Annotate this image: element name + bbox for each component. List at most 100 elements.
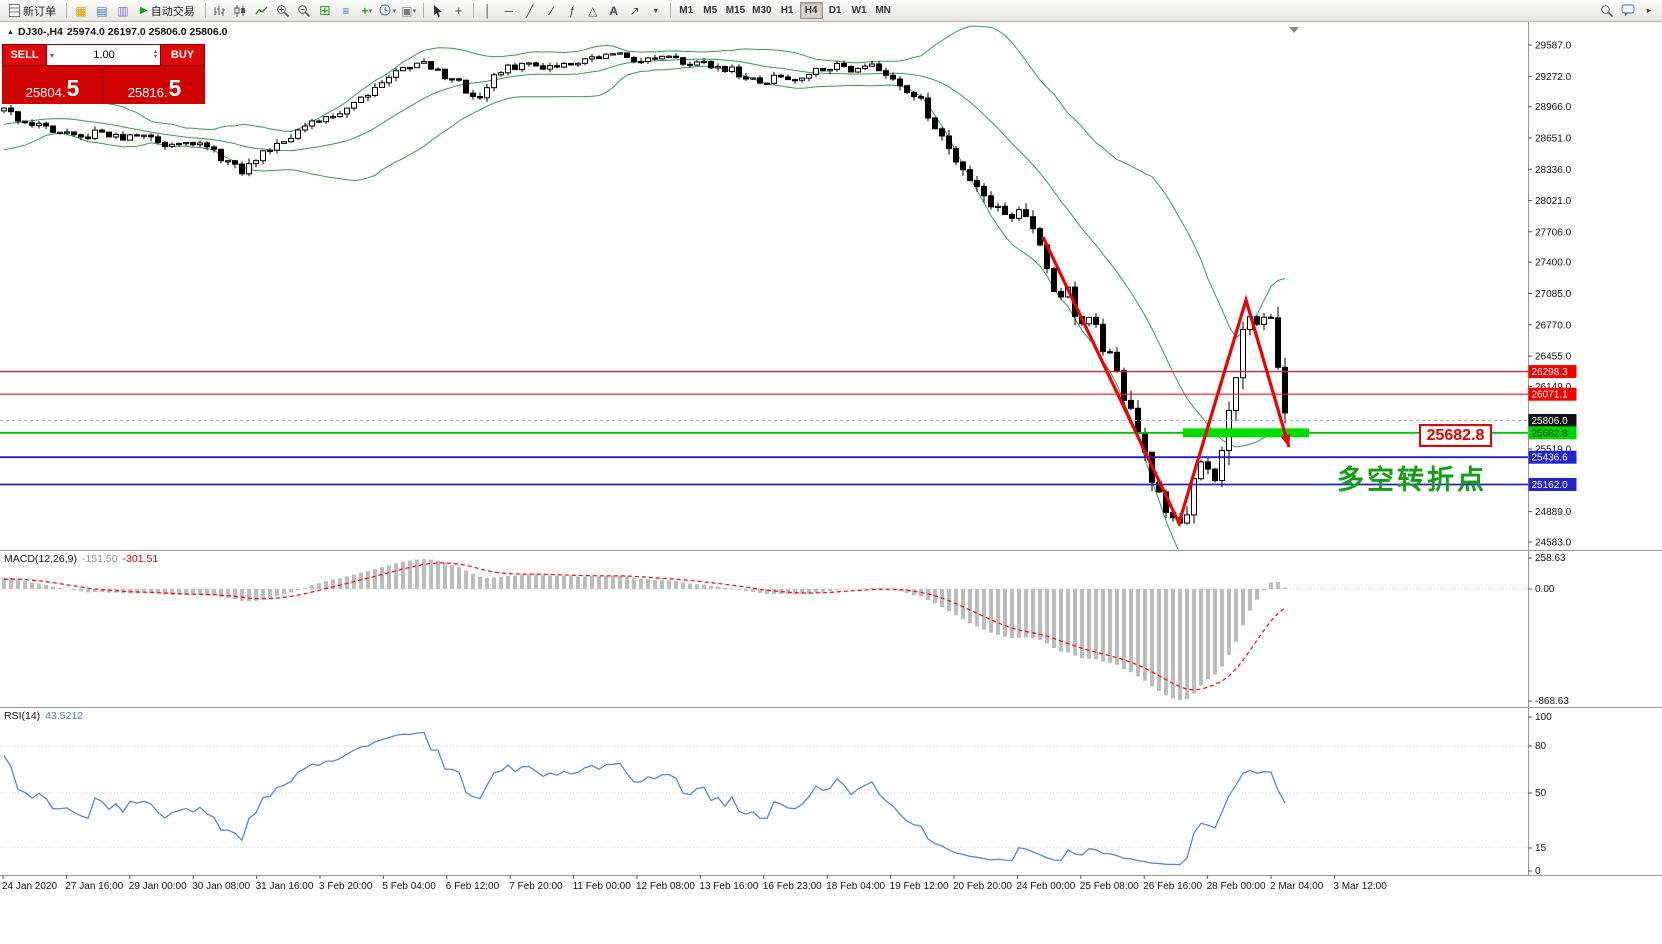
trend-arrowhead: [1280, 434, 1291, 447]
timeframe-h1[interactable]: H1: [780, 5, 794, 16]
price-tick: 29272.0: [1535, 72, 1572, 83]
auto-trading-icon: ▶: [140, 5, 148, 16]
buy-button[interactable]: BUY: [160, 44, 205, 66]
channel-icon[interactable]: ∕∕: [550, 3, 553, 18]
trendline-icon[interactable]: ╱: [526, 3, 534, 18]
auto-trading-label: 自动交易: [150, 5, 195, 18]
volume-spinner[interactable]: ▴ ▾: [153, 49, 157, 60]
chart-line-icon[interactable]: [252, 1, 272, 21]
time-label: 24 Feb 00:00: [1016, 881, 1075, 892]
sell-button[interactable]: SELL: [2, 44, 47, 66]
price-badge: 25682.8: [1532, 428, 1569, 439]
market-watch-icon[interactable]: ▦: [75, 3, 87, 18]
volume-value[interactable]: 1.00: [93, 49, 115, 61]
crosshair-icon[interactable]: +: [454, 3, 463, 18]
price-tick: 26770.0: [1535, 320, 1572, 331]
data-window-icon[interactable]: ▤: [96, 3, 108, 18]
chart-bars-icon[interactable]: [210, 1, 230, 21]
cursor-icon[interactable]: [428, 1, 448, 21]
time-label: 3 Mar 12:00: [1333, 881, 1387, 892]
time-label: 7 Feb 20:00: [509, 881, 563, 892]
symbol-period: DJ30-,H4: [17, 26, 63, 38]
price-badge: 26298.3: [1532, 367, 1569, 378]
horizontal-line-icon[interactable]: ─: [504, 3, 513, 18]
search-icon[interactable]: [1597, 1, 1617, 21]
time-label: 26 Feb 16:00: [1143, 881, 1202, 892]
rsi-title: RSI(14): [4, 710, 41, 722]
volume-control[interactable]: ▾ 1.00 ▴ ▾: [47, 44, 160, 66]
sell-price-pip: 5: [66, 75, 80, 101]
price-tick: 28651.0: [1535, 134, 1572, 145]
tools-dropdown-icon[interactable]: ▾: [653, 6, 658, 15]
price-tick: 29587.0: [1535, 41, 1572, 52]
volume-dropdown-icon[interactable]: ▾: [50, 50, 55, 60]
buy-price[interactable]: 25816. 5: [103, 66, 205, 104]
time-label: 2 Mar 04:00: [1270, 881, 1324, 892]
macd-scale-label: 0.00: [1535, 584, 1555, 595]
text-tool-icon[interactable]: A: [609, 3, 619, 18]
shapes-icon[interactable]: △: [588, 3, 598, 18]
time-label: 28 Feb 00:00: [1207, 881, 1266, 892]
macd-signal-line: [3, 562, 1286, 691]
chart-corner-arrow: [1289, 27, 1299, 33]
timeframe-m15[interactable]: M15: [725, 5, 746, 16]
macd-signal-value: -301.51: [122, 553, 159, 565]
price-badge-bg: [1528, 450, 1577, 464]
turning-point-annotation[interactable]: 多空转折点: [1337, 465, 1487, 495]
chat-icon[interactable]: [1618, 1, 1638, 21]
time-label: 24 Jan 2020: [2, 881, 57, 892]
bollinger-middle: [3, 58, 1286, 448]
timeframe-m1[interactable]: M1: [679, 5, 694, 16]
zoom-in-icon[interactable]: [273, 1, 293, 21]
time-label: 25 Feb 08:00: [1080, 881, 1139, 892]
timeframe-w1[interactable]: W1: [851, 5, 867, 16]
time-label: 20 Feb 20:00: [953, 881, 1012, 892]
fibonacci-icon[interactable]: ƒ: [568, 3, 576, 18]
main-price-panel: [0, 25, 1528, 550]
panel-toggle-icon[interactable]: ▸: [1646, 5, 1652, 15]
price-badge-bg: [1528, 426, 1577, 440]
arrow-tool-icon[interactable]: ↗: [629, 3, 640, 18]
time-label: 30 Jan 08:00: [192, 881, 250, 892]
buy-price-pip: 5: [168, 75, 182, 101]
sell-price[interactable]: 25804. 5: [2, 66, 103, 104]
price-badge-bg: [1528, 478, 1577, 491]
toolbar-separator: [472, 3, 474, 18]
auto-trading-button[interactable]: ▶ 自动交易: [134, 1, 201, 21]
new-order-button[interactable]: 新订单: [3, 1, 62, 21]
chart-candlesticks-icon[interactable]: [231, 1, 251, 21]
navigator-icon[interactable]: ▥: [117, 3, 129, 18]
vertical-line-icon[interactable]: │: [483, 3, 492, 18]
price-badge: 25162.0: [1532, 480, 1569, 491]
price-tick: 25519.0: [1535, 445, 1572, 456]
rsi-line: [3, 731, 1286, 866]
ohlc-values: 25974.0 26197.0 25806.0 25806.0: [66, 26, 228, 38]
one-click-trading-panel: SELL ▾ 1.00 ▴ ▾ BUY 25804. 5 25816. 5: [2, 44, 205, 104]
timeframe-d1[interactable]: D1: [828, 5, 842, 16]
time-label: 5 Feb 04:00: [382, 881, 436, 892]
price-tick: 27400.0: [1535, 258, 1572, 269]
timeframe-mn[interactable]: MN: [875, 5, 891, 16]
buy-price-main: 25816.: [127, 85, 168, 100]
price-badge-bg: [1528, 365, 1577, 379]
price-badge: 25806.0: [1532, 416, 1569, 427]
profiles-icon[interactable]: ▾: [378, 1, 398, 21]
rsi-chart: [0, 731, 1528, 866]
arrange-windows-icon[interactable]: ≡: [342, 3, 350, 18]
support-level-label[interactable]: 25682.8: [1419, 424, 1492, 447]
time-label: 6 Feb 12:00: [446, 881, 500, 892]
timeframe-m30[interactable]: M30: [752, 5, 772, 16]
tile-windows-icon[interactable]: ⊞: [318, 2, 331, 18]
time-label: 3 Feb 20:00: [319, 881, 373, 892]
macd-header: MACD(12,26,9) -151.50 -301.51: [4, 553, 158, 565]
zoom-out-icon[interactable]: [294, 1, 314, 21]
bollinger-upper: [3, 25, 1286, 339]
timeframe-h4[interactable]: H4: [799, 2, 823, 19]
templates-icon[interactable]: ▣ ▾: [401, 3, 417, 18]
new-chart-icon[interactable]: + ▾: [361, 3, 372, 18]
toolbar-separator: [669, 3, 671, 18]
rsi-scale-label: 80: [1535, 741, 1547, 752]
timeframe-m5[interactable]: M5: [703, 5, 718, 16]
